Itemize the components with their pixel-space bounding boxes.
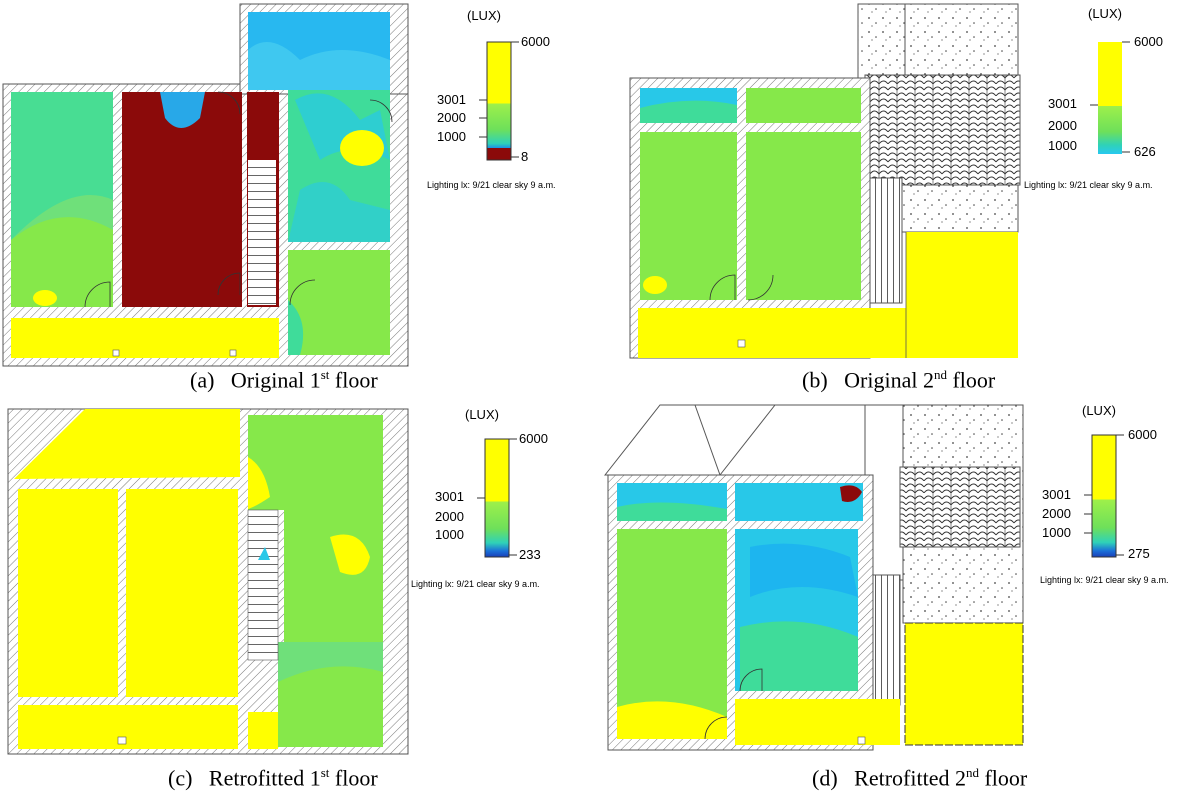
- caption-text: Retrofitted 1: [208, 765, 321, 791]
- room-main-right-b: [746, 132, 861, 300]
- caption-letter: (a): [190, 367, 215, 393]
- legend-2000: 2000: [435, 509, 464, 524]
- panel-c: (LUX) 6000 3001 2000 1000 233 Lighting l…: [0, 397, 600, 794]
- legend-1000: 1000: [437, 129, 466, 144]
- legend-note: Lighting lx: 9/21 clear sky 9 a.m.: [1024, 180, 1153, 190]
- caption-d: (d) Retrofitted 2nd floor: [812, 765, 1027, 791]
- room-top-right-b: [746, 88, 861, 123]
- caption-tail: floor: [978, 765, 1028, 791]
- panel-a: (LUX) 6000 3001 2000 1000 8 Lighting lx:…: [0, 0, 600, 397]
- legend-note: Lighting lx: 9/21 clear sky 9 a.m.: [427, 180, 556, 190]
- caption-sup: nd: [965, 765, 979, 780]
- caption-tail: floor: [329, 367, 378, 393]
- caption-tail: floor: [946, 367, 996, 393]
- caption-a: (a) Original 1st floor: [190, 367, 378, 393]
- panel-d: (LUX) 6000 3001 2000 1000 275 Lighting l…: [600, 397, 1200, 794]
- legend-1000: 1000: [1048, 138, 1077, 153]
- room-left-c: [18, 489, 118, 697]
- legend-3001: 3001: [437, 92, 466, 107]
- caption-tail: floor: [329, 765, 378, 791]
- caption-text: Original 2: [844, 367, 934, 393]
- caption-text: Retrofitted 2: [854, 765, 966, 791]
- room-lower-right-a: [288, 250, 390, 355]
- legend-title: (LUX): [1082, 403, 1116, 418]
- legend-min: 275: [1128, 546, 1150, 561]
- floor-plan-b: [629, 3, 1021, 359]
- caption-sup: st: [320, 367, 330, 382]
- caption-letter: (c): [168, 765, 193, 791]
- room-middle-c: [126, 489, 238, 697]
- room-courtyard-d: [905, 623, 1023, 745]
- legend-min: 626: [1134, 144, 1156, 159]
- caption-sup: st: [320, 765, 330, 780]
- caption-sup: nd: [933, 367, 947, 382]
- legend-2000: 2000: [1048, 118, 1077, 133]
- legend-max: 6000: [521, 34, 550, 49]
- legend-max: 6000: [1134, 34, 1163, 49]
- floor-plan-c: [7, 408, 409, 755]
- legend-max: 6000: [519, 431, 548, 446]
- legend-1000: 1000: [435, 527, 464, 542]
- caption-letter: (b): [802, 367, 828, 393]
- room-corridor-b: [638, 308, 908, 358]
- room-top-wedge-c: [14, 409, 240, 479]
- legend-note: Lighting lx: 9/21 clear sky 9 a.m.: [411, 579, 540, 589]
- legend-3001: 3001: [435, 489, 464, 504]
- caption-c: (c) Retrofitted 1st floor: [168, 765, 378, 791]
- legend-title: (LUX): [467, 8, 501, 23]
- legend-1000: 1000: [1042, 525, 1071, 540]
- room-courtyard-b: [906, 232, 1018, 358]
- floor-plan-a: [2, 3, 409, 367]
- room-corridor-c: [18, 705, 238, 749]
- legend-2000: 2000: [1042, 506, 1071, 521]
- room-main-left-b: [640, 132, 737, 300]
- floor-plan-d: [603, 404, 1024, 751]
- legend-title: (LUX): [1088, 6, 1122, 21]
- legend-3001: 3001: [1048, 96, 1077, 111]
- room-corridor-d: [735, 699, 900, 745]
- legend-3001: 3001: [1042, 487, 1071, 502]
- legend-max: 6000: [1128, 427, 1157, 442]
- panel-b: (LUX) 6000 3001 2000 1000 626 Lighting l…: [600, 0, 1200, 397]
- caption-b: (b) Original 2nd floor: [802, 367, 995, 393]
- legend-min: 233: [519, 547, 541, 562]
- caption-text: Original 1: [230, 367, 321, 393]
- caption-letter: (d): [812, 765, 838, 791]
- legend-2000: 2000: [437, 110, 466, 125]
- room-upper-right-c: [248, 415, 383, 510]
- legend-note: Lighting lx: 9/21 clear sky 9 a.m.: [1040, 575, 1169, 585]
- room-corridor-a: [11, 318, 279, 358]
- legend-title: (LUX): [465, 407, 499, 422]
- legend-min: 8: [521, 149, 529, 164]
